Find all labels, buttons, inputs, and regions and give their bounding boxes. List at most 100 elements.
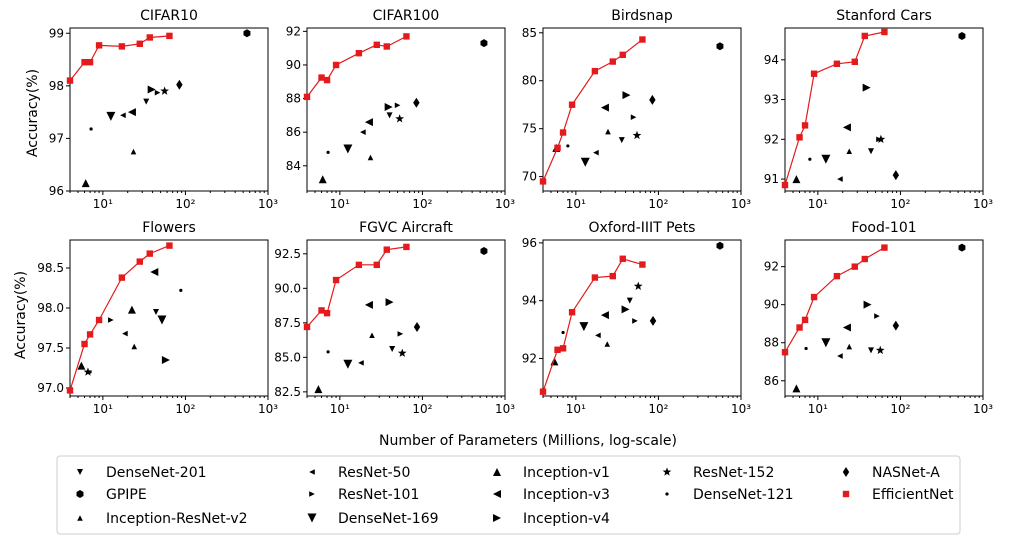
efficientnet-line	[306, 246, 407, 328]
legend-marker-resnet-50	[309, 469, 315, 475]
point-efficientnet	[851, 58, 858, 65]
point-efficientnet	[801, 122, 809, 129]
x-tick-label: 10¹	[330, 402, 350, 416]
efficientnet-line	[306, 35, 407, 98]
point-efficientnet	[639, 261, 646, 268]
x-tick-label: 10¹	[566, 402, 586, 416]
point-densenet-169	[343, 144, 353, 154]
point-efficientnet	[86, 58, 94, 66]
point-efficientnet	[355, 50, 363, 57]
point-inception-v3	[600, 103, 609, 112]
point-densenet-169	[106, 111, 116, 121]
point-efficientnet	[833, 272, 841, 280]
legend-item-densenet-169: DenseNet-169	[307, 511, 439, 527]
point-efficientnet	[66, 77, 74, 84]
point-densenet-201	[143, 98, 150, 105]
subplot-cifar10: CIFAR10 96 97 98 99 10¹ 10² 10³	[49, 8, 279, 211]
subplot-grid: CIFAR10 96 97 98 99 10¹ 10² 10³ CIFAR100 84 86 88 90…	[37, 8, 993, 416]
point-densenet-201	[389, 346, 396, 353]
x-tick-label: 10³	[973, 197, 993, 211]
point-efficientnet	[136, 40, 143, 47]
y-tick-label: 98.0	[37, 301, 64, 315]
point-efficientnet	[383, 43, 390, 50]
point-efficientnet	[554, 144, 561, 152]
point-inception-v4	[622, 91, 631, 100]
x-tick-label: 10³	[258, 197, 278, 211]
legend-label: Inception-v4	[523, 511, 610, 527]
y-tick-label: 98	[49, 79, 64, 93]
legend-label: DenseNet-201	[106, 465, 207, 481]
legend-label: EfficientNet	[872, 487, 954, 503]
legend-label: ResNet-50	[338, 465, 410, 481]
subplot-oxford-iiit-pets: Oxford-IIIT Pets 92 94 96 10¹ 10² 10³	[522, 220, 752, 416]
point-efficientnet	[801, 316, 809, 324]
y-tick-label: 86	[286, 125, 301, 139]
point-densenet-201	[626, 297, 633, 304]
point-densenet-169	[579, 322, 589, 332]
legend-item-inception-v1: Inception-v1	[493, 465, 610, 481]
point-inception-v3	[364, 118, 373, 127]
point-efficientnet	[833, 60, 841, 67]
point-efficientnet	[118, 43, 126, 50]
y-tick-label: 97	[49, 131, 64, 145]
point-efficientnet	[303, 323, 311, 331]
subplot-stanford-cars: Stanford Cars 91 92 93 94 10¹ 10² 10³	[764, 8, 994, 211]
legend-label: ResNet-152	[693, 465, 774, 481]
point-efficientnet	[781, 349, 789, 356]
point-efficientnet	[166, 242, 173, 249]
subplot-title: CIFAR10	[140, 8, 198, 24]
point-efficientnet	[81, 58, 88, 66]
point-resnet-50	[120, 112, 126, 119]
y-tick-label: 97.5	[37, 341, 64, 355]
legend-item-nasnet-a: NASNet-A	[842, 465, 940, 481]
point-efficientnet	[810, 70, 818, 77]
subplot-fgvc-aircraft: FGVC Aircraft 82.5 85.0 87.5 90.0 92.5 10¹ 10² 1…	[274, 220, 515, 416]
legend-label: GPIPE	[106, 487, 147, 503]
point-densenet-121	[179, 288, 183, 292]
point-efficientnet	[136, 258, 143, 265]
legend-item-inception-resnet-v2: Inception-ResNet-v2	[77, 511, 248, 527]
legend-marker-densenet-201	[77, 469, 83, 475]
y-tick-label: 80	[522, 74, 537, 88]
point-gpipe	[958, 243, 966, 252]
point-resnet-101	[394, 102, 401, 109]
x-tick-label: 10²	[890, 402, 910, 416]
point-efficientnet	[66, 387, 74, 394]
point-resnet-50	[837, 176, 843, 182]
x-tick-label: 10¹	[93, 402, 113, 416]
x-tick-label: 10²	[648, 402, 668, 416]
x-tick-label: 10¹	[330, 197, 350, 211]
point-efficientnet	[639, 36, 646, 43]
point-densenet-121	[804, 346, 808, 351]
point-efficientnet	[95, 316, 103, 324]
point-efficientnet	[559, 345, 567, 352]
point-resnet-101	[108, 317, 114, 323]
point-inception-v3	[150, 268, 159, 276]
point-efficientnet	[403, 243, 410, 251]
point-inception-v1	[792, 384, 801, 393]
legend-label: Inception-ResNet-v2	[106, 511, 248, 527]
point-resnet-152	[875, 345, 885, 355]
y-tick-label: 90	[764, 298, 779, 312]
legend-label: Inception-v3	[523, 487, 610, 503]
point-densenet-121	[566, 144, 570, 148]
point-inception-v3	[600, 311, 609, 320]
y-tick-label: 97.0	[37, 381, 64, 395]
y-tick-label: 82.5	[274, 385, 301, 399]
axes-frame	[69, 27, 269, 192]
legend-label: DenseNet-121	[693, 487, 794, 503]
point-resnet-101	[632, 318, 638, 324]
point-inception-v3	[364, 300, 373, 309]
point-inception-v4	[862, 83, 871, 92]
point-efficientnet	[332, 61, 340, 69]
subplot-title: Stanford Cars	[836, 8, 932, 24]
y-tick-label: 93	[764, 93, 779, 107]
point-efficientnet	[539, 388, 547, 395]
point-inception-resnet-v2	[604, 341, 611, 347]
legend-item-resnet-101: ResNet-101	[309, 487, 419, 503]
x-tick-label: 10²	[175, 197, 195, 211]
legend-label: Inception-v1	[523, 465, 610, 481]
point-efficientnet	[609, 58, 616, 65]
point-inception-v4	[384, 102, 393, 111]
